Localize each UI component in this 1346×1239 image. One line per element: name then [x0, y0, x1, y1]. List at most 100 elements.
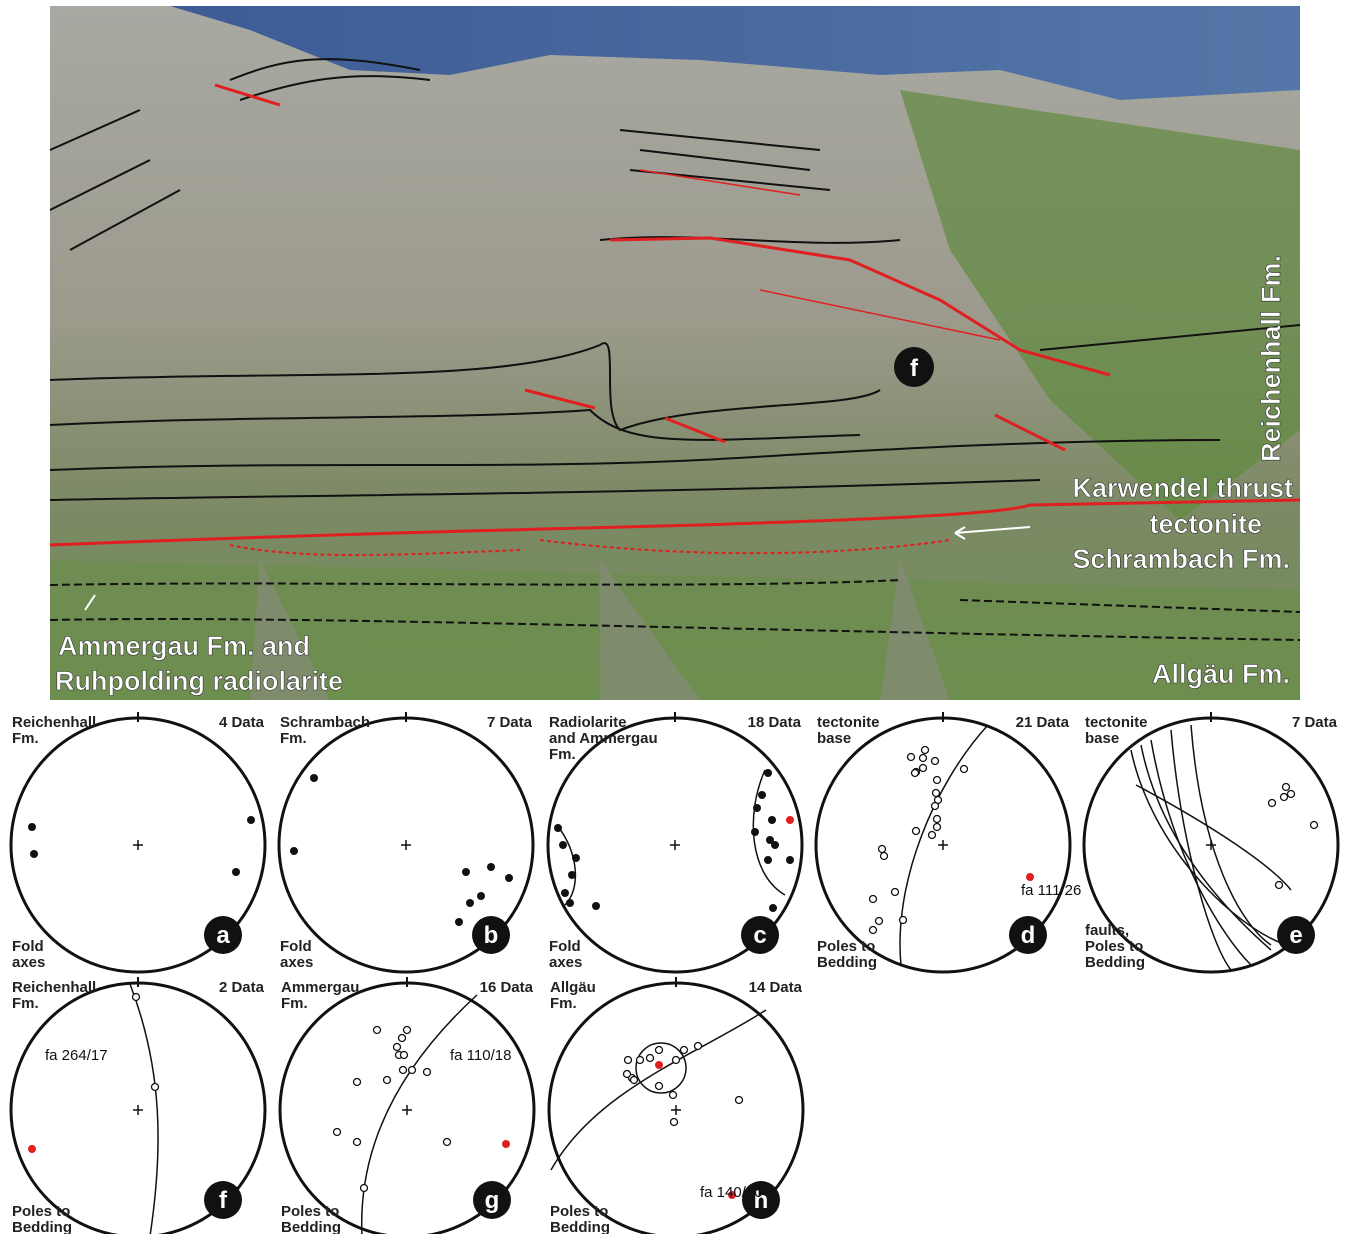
center-cross	[938, 840, 948, 850]
fold-axis	[505, 874, 513, 882]
data-count: 21 Data	[1016, 714, 1070, 731]
formation-label: Ruhpolding radiolarite	[55, 666, 343, 696]
panel-letter: c	[753, 922, 766, 949]
fold-axis-mean	[1026, 873, 1034, 881]
pole	[442, 1137, 452, 1147]
panel-badge	[742, 1181, 780, 1219]
pole	[359, 1183, 369, 1193]
great-circle	[1140, 744, 1272, 951]
pole	[352, 1137, 362, 1147]
formation-label: Fm.	[12, 730, 39, 747]
panel-letter: g	[485, 1187, 500, 1214]
fold-axis	[592, 902, 600, 910]
formation-label: base	[817, 730, 851, 747]
center-cross	[402, 1105, 412, 1115]
great-circle	[899, 724, 989, 966]
fold-axis-mean	[502, 1140, 510, 1148]
pole	[397, 1033, 407, 1043]
pole	[932, 822, 942, 832]
fold-axis	[554, 824, 562, 832]
pole	[372, 1025, 382, 1035]
pole	[402, 1025, 412, 1035]
formation-label: Schrambach	[280, 714, 370, 731]
fold-axis-label: fa 264/17	[45, 1047, 108, 1064]
data-count: 18 Data	[748, 714, 802, 731]
plot-type-label: Poles to	[1085, 938, 1143, 955]
fold-axis	[290, 847, 298, 855]
pole	[399, 1050, 409, 1060]
pole	[1267, 798, 1277, 808]
plot-type-label: Poles to	[281, 1203, 339, 1220]
pole	[890, 887, 900, 897]
fold-axis	[758, 791, 766, 799]
fold-axis	[232, 868, 240, 876]
formation-label: Reichenhall	[12, 979, 96, 996]
great-circle	[129, 983, 159, 1237]
fold-axis	[28, 823, 36, 831]
formation-label: Fm.	[549, 746, 576, 763]
pole	[918, 763, 928, 773]
pole	[150, 1082, 160, 1092]
formation-label: tectonite	[1085, 714, 1148, 731]
fold-axis	[771, 841, 779, 849]
pole	[931, 788, 941, 798]
fold-axis	[561, 889, 569, 897]
pole	[930, 801, 940, 811]
pole	[392, 1042, 402, 1052]
panel-letter: d	[1021, 922, 1036, 949]
plot-type-label: Bedding	[12, 1219, 72, 1234]
great-circle	[550, 1009, 767, 1171]
great-circle	[1130, 749, 1287, 946]
fold-axis	[247, 816, 255, 824]
pole	[407, 1065, 417, 1075]
pole	[920, 745, 930, 755]
fold-axis	[310, 774, 318, 782]
fold-axis	[572, 854, 580, 862]
pole	[868, 894, 878, 904]
pole	[352, 1077, 362, 1087]
plot-type-label: Bedding	[1085, 954, 1145, 971]
fold-axis	[477, 892, 485, 900]
plot-type-label: Poles to	[12, 1203, 70, 1220]
pole	[1274, 880, 1284, 890]
plot-type-label: Bedding	[550, 1219, 610, 1234]
pole	[1279, 792, 1289, 802]
great-circle	[752, 769, 786, 896]
fold-axis	[466, 899, 474, 907]
center-cross	[133, 840, 143, 850]
pole	[668, 1090, 678, 1100]
pole	[669, 1117, 679, 1127]
fold-axis	[566, 899, 574, 907]
center-cross	[401, 840, 411, 850]
plot-type-label: Fold	[280, 938, 312, 955]
fold-axis	[753, 804, 761, 812]
formation-label: Fm.	[281, 995, 308, 1012]
pole	[734, 1095, 744, 1105]
pole	[654, 1081, 664, 1091]
formation-label: Allgäu	[550, 979, 596, 996]
data-count: 16 Data	[480, 979, 534, 996]
pole	[422, 1067, 432, 1077]
pole	[932, 775, 942, 785]
great-circle	[1170, 729, 1232, 971]
formation-label: Ammergau Fm. and	[58, 631, 310, 661]
thrust-label: Karwendel thrust	[1072, 473, 1293, 503]
pole	[622, 1069, 632, 1079]
data-count: 7 Data	[1292, 714, 1338, 731]
fold-axis-mean	[786, 816, 794, 824]
site-label: f	[910, 355, 919, 382]
formation-label: Fm.	[280, 730, 307, 747]
great-circle	[361, 994, 478, 1237]
formation-label: Radiolarite	[549, 714, 627, 731]
fold-axis	[786, 856, 794, 864]
panel-badge	[472, 916, 510, 954]
panel-badge	[741, 916, 779, 954]
fold-axis-label: fa 110/18	[450, 1047, 511, 1064]
great-circle	[1150, 739, 1252, 966]
pole	[927, 830, 937, 840]
formation-label: Fm.	[12, 995, 39, 1012]
pole	[877, 844, 887, 854]
pole	[635, 1055, 645, 1065]
data-count: 7 Data	[487, 714, 533, 731]
